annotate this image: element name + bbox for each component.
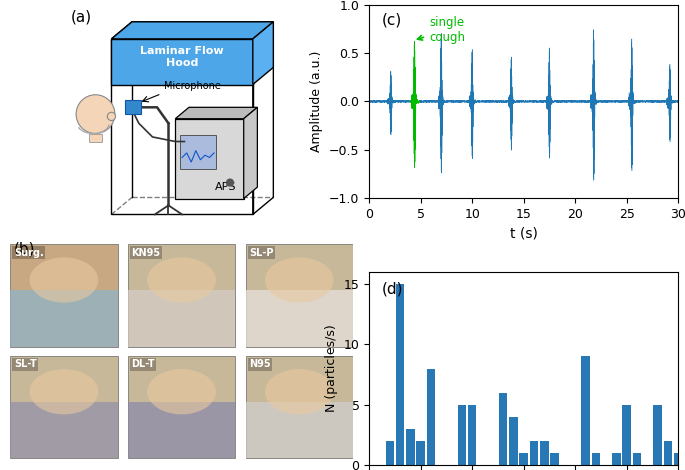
Polygon shape xyxy=(125,101,141,114)
Polygon shape xyxy=(112,39,253,85)
Bar xyxy=(550,453,559,465)
Text: single
cough: single cough xyxy=(417,16,465,44)
Text: APS: APS xyxy=(214,182,236,192)
Bar xyxy=(10,244,118,347)
Text: DL-T: DL-T xyxy=(132,359,155,369)
Bar xyxy=(246,402,353,458)
Bar xyxy=(499,393,508,465)
Text: Microphone: Microphone xyxy=(164,81,221,91)
Text: (d): (d) xyxy=(382,282,403,297)
Bar xyxy=(10,290,118,347)
Bar xyxy=(623,405,631,465)
Text: (b): (b) xyxy=(14,242,35,257)
Bar xyxy=(664,441,672,465)
Text: SL-P: SL-P xyxy=(249,248,273,258)
Bar xyxy=(458,405,466,465)
Circle shape xyxy=(147,258,216,303)
Bar xyxy=(509,417,518,465)
Bar xyxy=(246,290,353,347)
Circle shape xyxy=(108,112,116,120)
Polygon shape xyxy=(175,119,244,198)
Circle shape xyxy=(265,369,334,415)
Bar xyxy=(540,441,549,465)
Circle shape xyxy=(265,258,334,303)
Circle shape xyxy=(29,369,98,415)
Text: (a): (a) xyxy=(71,9,92,24)
Circle shape xyxy=(76,95,115,133)
Polygon shape xyxy=(175,107,258,119)
Bar xyxy=(416,441,425,465)
Text: Laminar Flow
Hood: Laminar Flow Hood xyxy=(140,46,224,68)
Text: Surg.: Surg. xyxy=(14,248,44,258)
Bar xyxy=(128,356,235,458)
Bar xyxy=(633,453,641,465)
Bar xyxy=(427,368,435,465)
Bar xyxy=(10,356,118,458)
Text: N95: N95 xyxy=(249,359,271,369)
Bar xyxy=(128,402,235,458)
Polygon shape xyxy=(253,22,273,85)
Bar xyxy=(128,244,235,347)
Bar xyxy=(396,284,404,465)
Bar xyxy=(468,405,477,465)
Text: SL-T: SL-T xyxy=(14,359,36,369)
X-axis label: t (s): t (s) xyxy=(510,227,538,241)
Text: (c): (c) xyxy=(382,12,402,27)
Polygon shape xyxy=(88,133,102,141)
Bar xyxy=(674,453,682,465)
Text: KN95: KN95 xyxy=(132,248,160,258)
Polygon shape xyxy=(112,22,273,39)
Bar xyxy=(519,453,528,465)
Polygon shape xyxy=(244,107,258,198)
Circle shape xyxy=(147,369,216,415)
Bar xyxy=(406,429,414,465)
Circle shape xyxy=(226,179,234,187)
Bar xyxy=(582,356,590,465)
Bar xyxy=(246,244,353,347)
Bar xyxy=(592,453,600,465)
Bar xyxy=(246,356,353,458)
Y-axis label: N (particles/s): N (particles/s) xyxy=(325,325,338,412)
Bar xyxy=(128,290,235,347)
Bar xyxy=(530,441,538,465)
Bar xyxy=(386,441,394,465)
Bar xyxy=(612,453,621,465)
Bar xyxy=(653,405,662,465)
Circle shape xyxy=(29,258,98,303)
Bar xyxy=(10,402,118,458)
Bar xyxy=(180,135,216,169)
Y-axis label: Amplitude (a.u.): Amplitude (a.u.) xyxy=(310,51,323,152)
